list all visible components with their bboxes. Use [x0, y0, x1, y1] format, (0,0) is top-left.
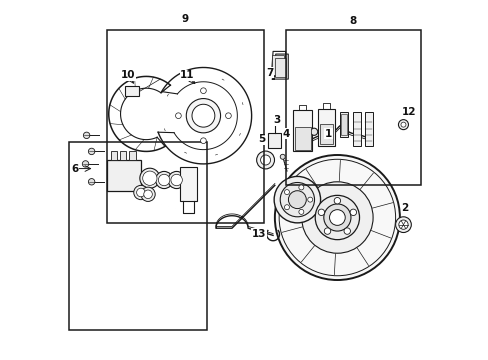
Circle shape [142, 171, 157, 185]
Bar [120, 152, 126, 160]
Circle shape [398, 220, 407, 229]
Circle shape [82, 161, 88, 167]
Circle shape [324, 228, 330, 234]
Circle shape [141, 187, 155, 202]
Circle shape [200, 88, 206, 94]
Bar [268, 133, 281, 148]
Bar [107, 160, 141, 191]
Circle shape [140, 168, 160, 188]
Text: 8: 8 [349, 16, 356, 26]
Text: 9: 9 [181, 14, 188, 23]
Circle shape [134, 185, 148, 200]
Circle shape [256, 151, 274, 169]
Circle shape [298, 185, 303, 190]
Text: 2: 2 [401, 203, 408, 212]
Circle shape [284, 190, 289, 195]
Circle shape [168, 171, 185, 189]
Bar [274, 58, 286, 77]
Bar [107, 30, 264, 223]
Circle shape [280, 183, 314, 217]
Bar [364, 112, 372, 146]
Text: 3: 3 [272, 115, 280, 125]
Circle shape [395, 217, 410, 233]
Bar [317, 109, 334, 146]
Circle shape [260, 155, 270, 165]
Circle shape [158, 174, 169, 186]
Circle shape [83, 132, 90, 139]
Circle shape [88, 148, 95, 155]
Circle shape [323, 204, 350, 231]
Bar [271, 55, 283, 75]
Circle shape [143, 190, 152, 199]
Text: 5: 5 [258, 134, 264, 144]
Circle shape [192, 104, 214, 127]
Bar [110, 152, 117, 160]
Text: 1: 1 [324, 129, 331, 139]
Circle shape [398, 120, 407, 130]
Circle shape [280, 154, 285, 159]
Circle shape [175, 113, 181, 118]
Circle shape [318, 209, 324, 216]
Circle shape [284, 205, 289, 210]
Text: 13: 13 [251, 229, 265, 239]
Circle shape [310, 128, 317, 135]
Circle shape [288, 191, 305, 208]
Bar [125, 86, 139, 96]
Circle shape [274, 176, 320, 223]
Circle shape [225, 113, 231, 118]
Circle shape [400, 122, 405, 127]
Text: 10: 10 [121, 70, 135, 80]
Circle shape [315, 195, 359, 240]
Bar [180, 167, 197, 202]
Text: 4: 4 [283, 129, 290, 139]
Circle shape [349, 209, 356, 216]
Circle shape [155, 171, 172, 189]
Bar [340, 112, 347, 137]
Text: 12: 12 [401, 107, 415, 117]
Bar [319, 123, 332, 144]
Circle shape [307, 197, 312, 202]
Text: 11: 11 [180, 70, 194, 80]
Bar [285, 30, 421, 185]
Bar [69, 143, 206, 330]
Circle shape [186, 99, 220, 133]
Circle shape [301, 182, 372, 253]
Circle shape [274, 155, 399, 280]
Text: 7: 7 [265, 68, 273, 78]
Circle shape [329, 210, 345, 225]
Circle shape [171, 174, 182, 186]
Bar [294, 127, 310, 150]
Bar [292, 111, 312, 152]
Bar [353, 112, 361, 146]
Circle shape [88, 179, 95, 185]
Circle shape [298, 210, 303, 214]
Text: 6: 6 [71, 163, 78, 174]
Circle shape [136, 188, 145, 197]
Circle shape [333, 198, 340, 204]
Bar [129, 152, 135, 160]
Circle shape [200, 138, 206, 144]
Bar [341, 114, 346, 135]
Circle shape [344, 228, 350, 234]
